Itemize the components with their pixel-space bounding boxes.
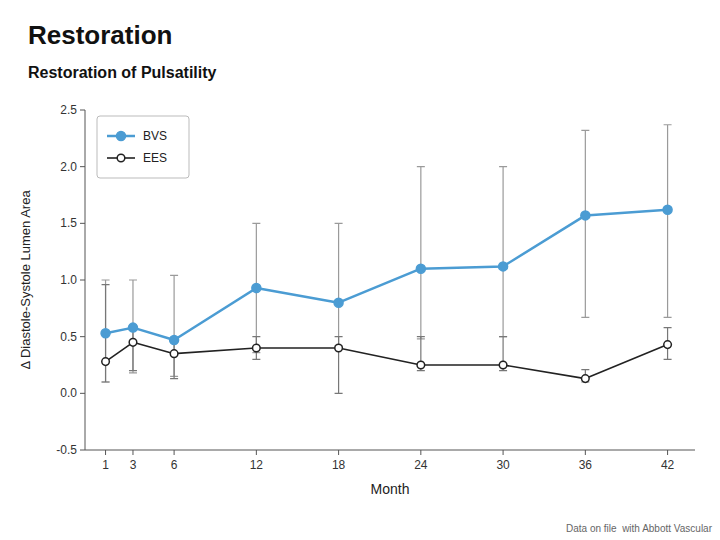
x-tick-label: 3: [130, 458, 137, 472]
error-bar: [129, 280, 137, 373]
x-tick-label: 36: [579, 458, 593, 472]
x-tick-label: 18: [332, 458, 346, 472]
x-axis-line: [85, 450, 695, 451]
point: [664, 341, 672, 349]
x-axis-label: Month: [371, 481, 410, 497]
point: [416, 264, 425, 273]
x-tick: [503, 450, 504, 455]
y-tick-label: 1.0: [60, 273, 77, 287]
y-tick-label: 1.5: [60, 216, 77, 230]
y-tick: [80, 110, 85, 111]
error-bar: [417, 337, 425, 371]
error-bar: [335, 223, 343, 345]
x-tick: [585, 450, 586, 455]
legend-box: [97, 116, 189, 178]
error-bar: [581, 370, 589, 382]
series-line: [106, 210, 668, 340]
error-bar: [664, 328, 672, 360]
x-tick-label: 12: [250, 458, 264, 472]
point: [334, 298, 343, 307]
point: [170, 350, 178, 358]
error-bar: [417, 167, 425, 339]
x-tick: [338, 450, 339, 455]
subtitle: Restoration of Pulsatility: [28, 64, 217, 81]
y-tick: [80, 280, 85, 281]
y-tick-label: 2.5: [60, 103, 77, 117]
x-tick: [420, 450, 421, 455]
y-tick-label: -0.5: [56, 443, 77, 457]
x-tick: [256, 450, 257, 455]
markers: [101, 205, 672, 382]
x-tick-label: 1: [102, 458, 109, 472]
x-tick: [667, 450, 668, 455]
x-tick: [174, 450, 175, 455]
error-bar: [581, 130, 589, 317]
y-tick: [80, 450, 85, 451]
y-tick-label: 0.5: [60, 330, 77, 344]
y-tick: [80, 393, 85, 394]
point: [253, 344, 261, 352]
series-line: [106, 342, 668, 378]
x-tick-label: 24: [414, 458, 428, 472]
point: [252, 283, 261, 292]
point: [129, 339, 137, 347]
point: [170, 336, 179, 345]
error-bar: [170, 342, 178, 378]
point: [582, 375, 590, 383]
legend-label: EES: [143, 151, 167, 165]
point: [102, 358, 110, 366]
title: Restoration: [28, 20, 172, 50]
error-bar: [252, 337, 260, 360]
lines: [106, 210, 668, 379]
error-bar: [664, 125, 672, 318]
point: [128, 323, 137, 332]
y-tick-label: 2.0: [60, 160, 77, 174]
legend-marker: [117, 132, 126, 141]
point: [499, 361, 507, 369]
point: [581, 211, 590, 220]
legend: BVS EES: [97, 116, 189, 178]
point: [499, 262, 508, 271]
y-tick: [80, 223, 85, 224]
x-tick-label: 42: [661, 458, 675, 472]
y-tick: [80, 336, 85, 337]
point: [335, 344, 343, 352]
error-bar: [252, 223, 260, 352]
point: [101, 329, 110, 338]
legend-marker: [117, 154, 125, 162]
footnote: Data on file with Abbott Vascular: [566, 523, 713, 534]
error-bar: [499, 167, 507, 337]
error-bar: [102, 285, 110, 382]
error-bar: [499, 337, 507, 371]
error-bar: [335, 337, 343, 394]
x-tick-label: 30: [496, 458, 510, 472]
x-tick-label: 6: [171, 458, 178, 472]
legend-label: BVS: [143, 129, 167, 143]
y-tick-label: 0.0: [60, 386, 77, 400]
x-tick: [132, 450, 133, 455]
chart: Restoration Restoration of Pulsatility -0.…: [0, 0, 720, 540]
x-tick: [105, 450, 106, 455]
point: [663, 205, 672, 214]
y-tick: [80, 166, 85, 167]
error-bar: [102, 280, 110, 382]
y-axis-label: Δ Diastole-Systole Lumen Area: [18, 190, 33, 370]
point: [417, 361, 425, 369]
axes: -0.50.00.51.01.52.02.5136121824303642: [56, 103, 695, 472]
